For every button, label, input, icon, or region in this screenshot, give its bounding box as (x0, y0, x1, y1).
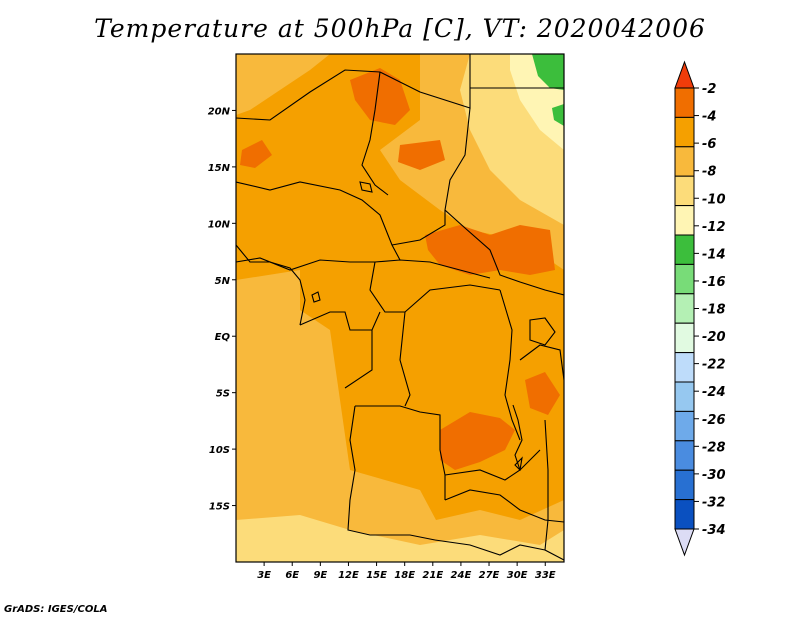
lake-outline (359, 181, 373, 193)
lat-tick-label: 20N (208, 106, 231, 117)
temperature-field (236, 54, 564, 562)
lat-tick-label: 5S (216, 389, 230, 400)
border-line (444, 449, 541, 481)
colorbar-segment (674, 499, 695, 530)
field-band-8-north (236, 54, 330, 115)
colorbar-segment (674, 146, 695, 177)
colorbar-label: -10 (702, 192, 726, 207)
colorbar-segment (674, 205, 695, 236)
colorbar-segment (674, 263, 695, 295)
colorbar-label: -28 (702, 440, 726, 455)
border-line (512, 404, 523, 471)
border-line (299, 311, 381, 331)
colorbar-top-arrow (674, 60, 695, 89)
colorbar-label: -6 (702, 137, 716, 152)
colorbar-label: -20 (702, 330, 726, 345)
colorbar-label: -26 (702, 413, 726, 428)
lat-tick-label: 5N (215, 276, 231, 287)
border-line (434, 539, 546, 556)
colorbar-label: -22 (702, 358, 726, 373)
lake-outline (514, 456, 523, 472)
border-line (361, 71, 389, 196)
border-line (344, 330, 373, 389)
field-patch-4-east (525, 372, 560, 415)
colorbar-label: -12 (702, 220, 726, 235)
lat-tick-label: 15N (208, 163, 231, 174)
lon-tick-label: 24E (451, 570, 472, 581)
map-title: Temperature at 500hPa [C], VT: 202004200… (94, 14, 706, 43)
border-line (391, 210, 446, 246)
colorbar-segment (674, 469, 695, 501)
border-line (499, 289, 521, 441)
colorbar-label: -32 (702, 495, 726, 510)
colorbar-label: -18 (702, 303, 726, 318)
grads-credit: GrADS: IGES/COLA (4, 604, 108, 615)
colorbar-label: -16 (702, 275, 726, 290)
colorbar-segment (674, 293, 695, 324)
border-line (444, 107, 564, 296)
colorbar-segment (674, 381, 695, 412)
lon-tick-label: 27E (479, 570, 500, 581)
coastline (236, 244, 306, 326)
colorbar-label: -34 (702, 523, 726, 538)
country-borders (236, 54, 564, 561)
colorbar-segment (674, 322, 695, 354)
lon-tick-label: 3E (257, 570, 271, 581)
map-frame (235, 53, 565, 563)
lon-tick-label: 33E (535, 570, 556, 581)
colorbar-label: -14 (702, 247, 726, 262)
colorbar-label: -8 (702, 165, 716, 180)
colorbar-label: -30 (702, 468, 726, 483)
lon-tick-label: 6E (285, 570, 299, 581)
field-patch-4-south (440, 412, 515, 470)
colorbar-label: -4 (702, 110, 716, 125)
field-patch-4-chad (398, 140, 445, 170)
lon-tick-label: 15E (366, 570, 387, 581)
field-band-8-west (236, 270, 564, 562)
border-line (519, 344, 564, 381)
lat-tick-label: 10N (208, 219, 231, 230)
border-line (544, 419, 564, 561)
colorbar-label: -2 (702, 82, 716, 97)
colorbar-segment (674, 352, 695, 383)
longitude-axis: 3E 6E 9E 12E 15E 18E 21E 24E 27E 30E 33E (257, 562, 556, 581)
lon-tick-label: 30E (507, 570, 528, 581)
colorbar-legend: -2 -4 -6 -8 -10 -12 -14 -16 -18 -20 -22 -24 -26 -28 -3… (674, 60, 726, 557)
field-patch-4-north-west (240, 140, 272, 168)
colorbar-bottom-arrow (674, 528, 695, 557)
field-patch-4-sahara (350, 68, 410, 125)
lon-tick-label: 12E (338, 570, 359, 581)
lon-tick-label: 18E (394, 570, 415, 581)
lake-outline (529, 317, 556, 346)
colorbar-segment (674, 440, 695, 471)
lon-tick-label: 9E (313, 570, 327, 581)
lon-tick-label: 21E (422, 570, 443, 581)
border-line (236, 181, 401, 261)
colorbar-segment (674, 175, 695, 207)
border-line (236, 54, 471, 121)
field-band-14-north-a (532, 54, 564, 90)
colorbar-segment (674, 234, 695, 265)
lat-tick-label: 15S (209, 502, 230, 513)
latitude-axis: 20N 15N 10N 5N EQ 5S 10S 15S (208, 106, 236, 513)
lat-tick-label: EQ (215, 332, 231, 343)
colorbar-segment (674, 87, 695, 118)
lake-outline (311, 291, 321, 303)
lat-tick-label: 10S (209, 445, 230, 456)
colorbar-label: -24 (702, 385, 726, 400)
field-band-14-north-b (552, 104, 564, 126)
colorbar-segment (674, 116, 695, 148)
colorbar-segment (674, 410, 695, 442)
border-line (399, 311, 411, 407)
field-band-10-south (236, 515, 564, 562)
border-line (347, 405, 436, 541)
